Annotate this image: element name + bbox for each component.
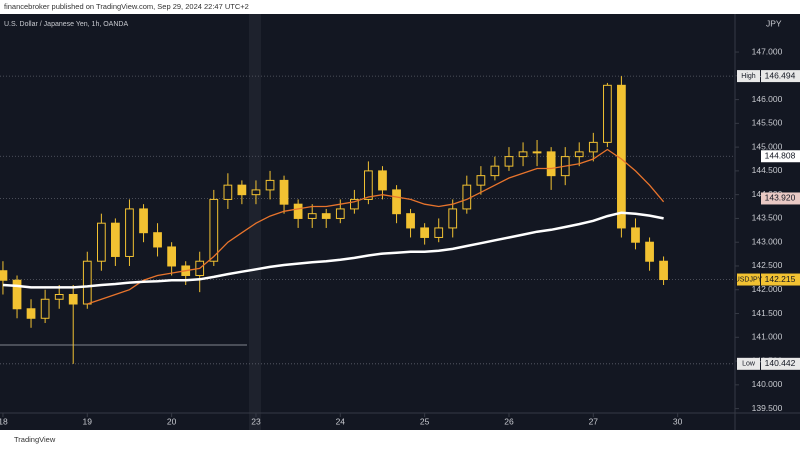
candle-body <box>532 151 542 154</box>
candle-body <box>68 294 78 305</box>
x-tick-label: 18 <box>0 416 8 426</box>
candle-body <box>335 208 345 219</box>
price-tag-value: 144.808 <box>765 150 796 160</box>
candle-body <box>12 279 22 310</box>
publisher-bar <box>0 0 800 14</box>
x-tick-label: 25 <box>420 416 430 426</box>
price-tag <box>761 192 800 205</box>
x-tick-label: 23 <box>251 416 261 426</box>
candle-body <box>54 294 64 300</box>
y-tick-label: 139.500 <box>752 403 783 413</box>
y-tick-label: 142.500 <box>752 260 783 270</box>
candle-body <box>0 270 8 281</box>
price-tag-value: 140.442 <box>765 358 796 368</box>
y-tick-label: 141.500 <box>752 308 783 318</box>
price-tag <box>761 357 800 370</box>
price-tag <box>761 273 800 286</box>
candle-body <box>97 222 106 262</box>
price-tag-box <box>737 357 760 370</box>
candle-body <box>645 241 654 262</box>
moving-average <box>2 211 664 289</box>
candle-body <box>392 189 401 215</box>
y-tick-label: 143.000 <box>752 236 783 246</box>
candle-body <box>251 189 261 196</box>
candle-body <box>321 213 331 219</box>
candle-body <box>139 208 148 234</box>
currency: JPY <box>766 18 782 28</box>
candle-body <box>350 198 359 210</box>
y-tick-label: 141.000 <box>752 332 783 342</box>
y-tick-label: 144.500 <box>752 165 783 175</box>
candle-body <box>153 232 162 248</box>
candle-body <box>588 141 598 153</box>
publisher: financebroker published on TradingView.c… <box>4 2 249 11</box>
weekend-band <box>249 14 261 430</box>
x-tick-label: 26 <box>504 416 514 426</box>
x-tick-label: 24 <box>336 416 346 426</box>
footer-bar <box>0 430 800 450</box>
candle-body <box>111 222 120 257</box>
candle-body <box>209 198 219 262</box>
price-tag-value: 146.494 <box>765 70 796 80</box>
candle-body <box>265 179 275 191</box>
candle-body <box>237 184 247 196</box>
price-tag-name: Low <box>742 361 756 368</box>
candle-body <box>279 179 289 205</box>
y-tick-label: 142.000 <box>752 284 783 294</box>
candle-body <box>40 298 50 319</box>
candle-body <box>26 308 36 319</box>
price-tag-value: 143.920 <box>765 193 796 203</box>
price-tag <box>761 150 800 163</box>
moving-average <box>87 148 665 305</box>
y-tick-label: 143.500 <box>752 213 783 223</box>
y-tick-label: 145.000 <box>752 141 783 151</box>
candle-body <box>125 208 134 257</box>
x-tick-label: 27 <box>589 416 599 426</box>
x-tick-label: 30 <box>673 416 683 426</box>
price-tag-name: High <box>741 73 756 80</box>
price-tag-name: USDJPY <box>735 276 763 283</box>
candle-body <box>406 213 415 229</box>
price-tag <box>761 70 800 83</box>
candle-body <box>223 184 233 200</box>
candle-body <box>378 170 387 191</box>
candle-body <box>82 260 92 305</box>
y-tick-label: 147.000 <box>752 46 783 56</box>
y-tick-label: 145.500 <box>752 118 783 128</box>
candle-body <box>490 165 500 177</box>
candle-body <box>574 151 584 158</box>
candle-body <box>603 84 612 143</box>
footer-brand: TradingView <box>14 435 56 444</box>
price-tag-value: 142.215 <box>765 274 796 284</box>
candle-body <box>167 246 176 267</box>
candle-body <box>504 156 514 167</box>
candle-body <box>462 184 472 210</box>
candle-body <box>307 213 317 219</box>
candle-body <box>420 227 430 238</box>
x-tick-label: 20 <box>167 416 177 426</box>
candle-body <box>631 227 640 243</box>
candle-body <box>448 208 458 229</box>
y-tick-label: 140.000 <box>752 379 783 389</box>
x-tick-label: 19 <box>83 416 93 426</box>
y-tick-label: 146.000 <box>752 94 783 104</box>
price-tag-box <box>737 70 760 83</box>
candle-body <box>659 260 668 281</box>
candle-body <box>518 151 528 158</box>
symbol: U.S. Dollar / Japanese Yen, 1h, OANDA <box>4 21 128 28</box>
candle-body <box>364 170 373 200</box>
price-tag-box <box>737 273 760 286</box>
candle-body <box>546 151 556 177</box>
candle-body <box>434 227 444 238</box>
candle-body <box>476 175 486 186</box>
candle-body <box>293 203 303 219</box>
